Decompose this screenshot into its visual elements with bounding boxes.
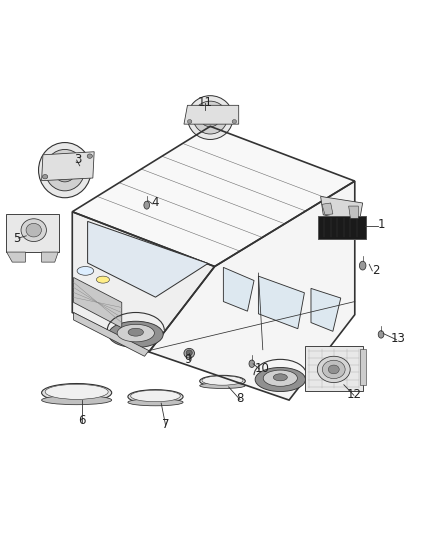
Ellipse shape <box>128 328 143 336</box>
Ellipse shape <box>42 174 48 179</box>
Text: 10: 10 <box>254 361 269 375</box>
Ellipse shape <box>45 149 85 191</box>
Ellipse shape <box>201 108 220 127</box>
Ellipse shape <box>87 154 92 158</box>
Ellipse shape <box>187 96 233 140</box>
Ellipse shape <box>26 223 41 237</box>
Ellipse shape <box>202 376 243 385</box>
Polygon shape <box>74 312 149 356</box>
FancyBboxPatch shape <box>6 214 59 252</box>
Ellipse shape <box>255 367 305 392</box>
Ellipse shape <box>187 119 192 124</box>
Text: 13: 13 <box>391 332 406 345</box>
Ellipse shape <box>53 158 76 182</box>
Ellipse shape <box>60 165 69 175</box>
Polygon shape <box>42 152 94 181</box>
Text: 9: 9 <box>184 353 192 366</box>
Polygon shape <box>349 206 358 219</box>
Ellipse shape <box>128 390 183 403</box>
Ellipse shape <box>273 374 287 381</box>
Ellipse shape <box>200 383 245 389</box>
Ellipse shape <box>117 324 154 342</box>
Ellipse shape <box>200 375 245 387</box>
Ellipse shape <box>359 261 366 270</box>
Ellipse shape <box>317 356 350 383</box>
Ellipse shape <box>232 119 237 124</box>
Ellipse shape <box>193 101 227 134</box>
Ellipse shape <box>42 384 112 402</box>
Ellipse shape <box>263 370 297 386</box>
Text: 8: 8 <box>237 392 244 405</box>
Polygon shape <box>184 106 239 124</box>
Polygon shape <box>223 268 254 311</box>
Text: 6: 6 <box>78 414 86 427</box>
Ellipse shape <box>39 142 91 198</box>
Text: 1: 1 <box>377 219 385 231</box>
Polygon shape <box>149 181 355 400</box>
Polygon shape <box>322 203 333 215</box>
Polygon shape <box>74 278 122 328</box>
Ellipse shape <box>249 360 255 367</box>
Ellipse shape <box>206 114 214 122</box>
Polygon shape <box>72 126 355 266</box>
Ellipse shape <box>184 349 194 358</box>
Text: 5: 5 <box>13 231 20 245</box>
Ellipse shape <box>131 390 180 402</box>
Text: 12: 12 <box>346 388 361 401</box>
Ellipse shape <box>77 266 94 275</box>
Text: 7: 7 <box>162 418 170 431</box>
Polygon shape <box>311 288 341 332</box>
Ellipse shape <box>128 399 183 406</box>
Ellipse shape <box>42 395 112 405</box>
FancyBboxPatch shape <box>318 216 366 239</box>
Text: 4: 4 <box>152 197 159 209</box>
Ellipse shape <box>21 219 46 241</box>
Polygon shape <box>72 212 215 352</box>
Ellipse shape <box>322 360 345 378</box>
Ellipse shape <box>144 201 150 209</box>
Text: 3: 3 <box>74 152 81 166</box>
Polygon shape <box>7 252 25 262</box>
Polygon shape <box>360 349 366 385</box>
Polygon shape <box>258 276 304 329</box>
Ellipse shape <box>96 276 110 283</box>
Polygon shape <box>321 197 363 223</box>
Ellipse shape <box>328 365 339 374</box>
FancyBboxPatch shape <box>305 346 363 391</box>
Text: 11: 11 <box>198 96 212 109</box>
Ellipse shape <box>186 350 192 356</box>
Ellipse shape <box>109 321 163 348</box>
Polygon shape <box>42 252 58 262</box>
Text: 2: 2 <box>372 264 380 277</box>
Ellipse shape <box>378 330 384 338</box>
Ellipse shape <box>45 384 108 399</box>
Polygon shape <box>88 221 208 297</box>
